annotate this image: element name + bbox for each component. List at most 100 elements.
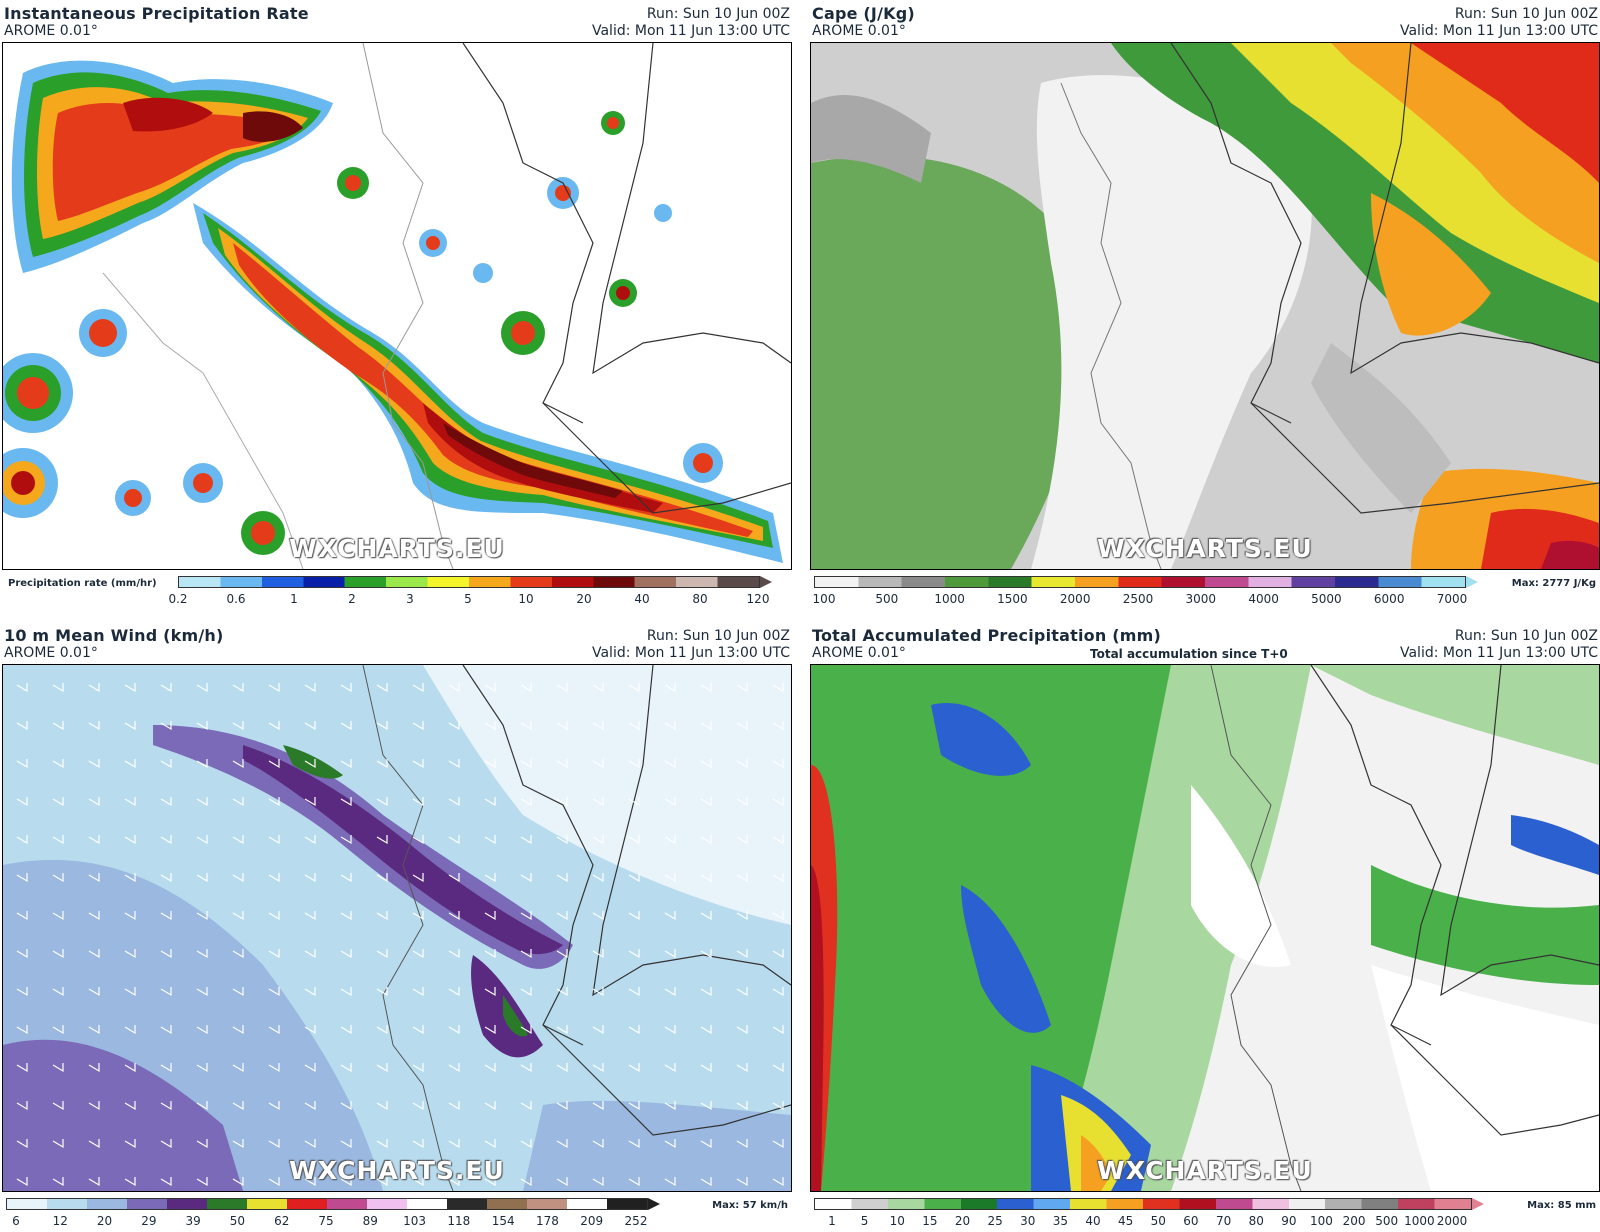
wind-barb (592, 1177, 604, 1187)
wind-barb (772, 873, 784, 883)
cape-map[interactable]: WXCHARTS.EU (810, 42, 1600, 570)
wind-barb (556, 721, 568, 731)
wind-barb (340, 1063, 352, 1073)
precip-rate-map[interactable]: WXCHARTS.EU (2, 42, 792, 570)
wind-barb (700, 797, 712, 807)
run-label: Run: Sun 10 Jun 00Z (1454, 628, 1598, 644)
colorbar-tick-label: 118 (447, 1214, 471, 1228)
wind-barb (196, 683, 208, 693)
wind-barb (196, 721, 208, 731)
wind-barb (268, 797, 280, 807)
wind-barb (772, 797, 784, 807)
wind-barb (700, 683, 712, 693)
wind-barb (88, 949, 100, 959)
cape-colorbar: Max: 2777 J/Kg 100 500 1000 1500 2000 2500 300… (810, 574, 1600, 610)
wind-barb (448, 1025, 460, 1035)
accum-precip-map[interactable]: WXCHARTS.EU (810, 664, 1600, 1192)
wind-barb (592, 835, 604, 845)
wind-barb (772, 683, 784, 693)
wind-barb (376, 873, 388, 883)
wind-barb (556, 1063, 568, 1073)
wind-barb (232, 683, 244, 693)
wind-barb (520, 911, 532, 921)
wind-barb (52, 911, 64, 921)
wind-barb (700, 721, 712, 731)
panel-title: 10 m Mean Wind (km/h) (4, 626, 224, 645)
colorbar-tick-label: 1500 (997, 592, 1028, 606)
wind-barb (448, 759, 460, 769)
colorbar-tick-label: 30 (1020, 1214, 1036, 1228)
wind-barb (628, 835, 640, 845)
wind-barb (304, 835, 316, 845)
wind-barb (196, 1101, 208, 1111)
wind-barb (160, 949, 172, 959)
colorbar-arrow (648, 1198, 660, 1210)
wind-barb (484, 835, 496, 845)
colorbar-ticks: 6 12 20 29 39 50 62 75 89 103 118 154 178 209 252 (12, 1214, 647, 1230)
wind-barb (628, 873, 640, 883)
wind-barb (232, 1177, 244, 1187)
colorbar-tick-label: 40 (1085, 1214, 1101, 1228)
wind-barb (88, 1177, 100, 1187)
wind-barb (16, 1139, 28, 1149)
wind-barb (664, 987, 676, 997)
wind-barb (124, 873, 136, 883)
colorbar-ticks: 100 500 1000 1500 2000 2500 3000 4000 5000 6000 70… (813, 592, 1468, 608)
wind-barb (664, 721, 676, 731)
wind-map[interactable]: WXCHARTS.EU (2, 664, 792, 1192)
wind-barb (160, 1177, 172, 1187)
wind-barb (304, 1025, 316, 1035)
wind-barb (412, 721, 424, 731)
wind-barb (628, 721, 640, 731)
wind-barb (700, 759, 712, 769)
colorbar-tick-label: 0.6 (226, 592, 246, 606)
wind-barb (268, 873, 280, 883)
colorbar-tick-label: 15 (922, 1214, 938, 1228)
wind-barb (628, 759, 640, 769)
wind-barb (700, 987, 712, 997)
wind-barb (16, 759, 28, 769)
colorbar-tick-label: 500 (875, 592, 899, 606)
wind-barb (52, 721, 64, 731)
wind-barb (304, 759, 316, 769)
colorbar-tick-label: 0.2 (168, 592, 188, 606)
wind-barb (448, 949, 460, 959)
wind-barb (592, 911, 604, 921)
colorbar-tick-label: 20 (954, 1214, 971, 1228)
wind-barb (736, 949, 748, 959)
wind-barb (448, 797, 460, 807)
wind-barb (124, 1063, 136, 1073)
wind-barb (520, 949, 532, 959)
wind-barb (520, 1063, 532, 1073)
wind-barb (376, 835, 388, 845)
wind-barb (124, 1139, 136, 1149)
wind-barb (772, 949, 784, 959)
wind-barb (232, 911, 244, 921)
valid-label: Valid: Mon 11 Jun 13:00 UTC (591, 23, 790, 39)
wind-barb (88, 797, 100, 807)
wind-barb (664, 1063, 676, 1073)
wind-barb (592, 721, 604, 731)
wind-barb (664, 1025, 676, 1035)
wind-barb (16, 987, 28, 997)
panel-title: Total Accumulated Precipitation (mm) (812, 626, 1161, 645)
run-label: Run: Sun 10 Jun 00Z (646, 6, 790, 22)
colorbar-tick-label: 1000 (1404, 1214, 1435, 1228)
wind-barb (196, 1139, 208, 1149)
wind-barb (664, 1177, 676, 1187)
colorbar-tick-label: 5 (860, 1214, 869, 1228)
wind-barb (700, 949, 712, 959)
wind-barb (160, 873, 172, 883)
wind-barb (196, 911, 208, 921)
wind-barb (592, 1139, 604, 1149)
wind-barb (268, 683, 280, 693)
wind-barb (304, 1177, 316, 1187)
wind-barb (304, 721, 316, 731)
colorbar-tick-label: 2000 (1059, 592, 1091, 606)
wind-barb (340, 873, 352, 883)
wind-barb (628, 683, 640, 693)
wind-barb (628, 797, 640, 807)
colorbar-arrow (1466, 576, 1478, 588)
wind-barb (88, 911, 100, 921)
colorbar-ticks: 1 5 10 15 20 25 30 35 40 45 50 60 70 80 90 100 200 500 100… (828, 1214, 1467, 1230)
